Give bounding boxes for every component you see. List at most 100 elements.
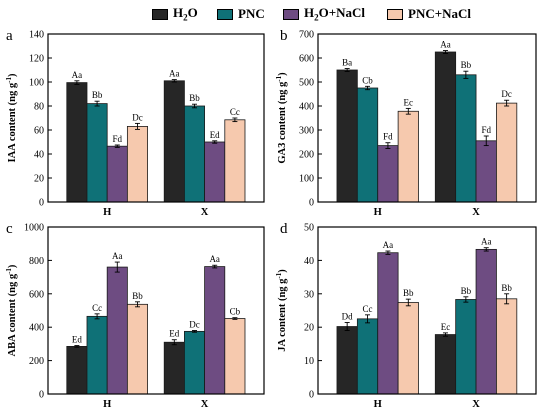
plot-frame bbox=[317, 33, 537, 203]
x-tick-label: X bbox=[472, 399, 480, 410]
x-tick-label: X bbox=[201, 207, 209, 218]
data-label: Fd bbox=[383, 132, 393, 142]
bar bbox=[184, 105, 206, 203]
bar bbox=[184, 330, 206, 395]
data-label: Cc bbox=[230, 107, 240, 117]
data-label: Fd bbox=[113, 134, 123, 144]
y-tick-label: 30 bbox=[304, 289, 314, 300]
bar bbox=[397, 110, 419, 203]
data-label: Ed bbox=[72, 335, 82, 345]
chart-panel-b: b 0 100 200 300 400 500 600 700 GA3 content (ng g… bbox=[275, 28, 537, 218]
bar bbox=[434, 334, 457, 395]
bar bbox=[86, 315, 108, 395]
bar bbox=[224, 119, 246, 203]
y-tick-label: 120 bbox=[29, 54, 44, 65]
bar bbox=[336, 69, 358, 203]
y-tick-label: 0 bbox=[309, 198, 314, 209]
y-tick-label: 200 bbox=[29, 356, 44, 367]
legend-item-pnc: PNC bbox=[217, 5, 265, 23]
legend-swatch-pnc bbox=[217, 8, 233, 20]
legend-swatch-h2o-nacl bbox=[283, 8, 299, 20]
data-label: Bb bbox=[132, 291, 143, 301]
bar bbox=[163, 80, 185, 203]
data-label: Dc bbox=[189, 320, 200, 330]
bar bbox=[224, 318, 246, 395]
y-tick-label: 600 bbox=[299, 54, 314, 65]
bar bbox=[336, 326, 358, 395]
y-tick-label: 700 bbox=[299, 30, 314, 41]
x-tick-label: H bbox=[103, 399, 111, 410]
bar bbox=[204, 141, 226, 203]
y-tick-label: 20 bbox=[34, 174, 44, 185]
y-axis-label: ABA content (ng g-1) bbox=[5, 264, 18, 356]
y-axis-label: JA content (ng g-1) bbox=[275, 269, 288, 352]
legend-label-h2o: H2O bbox=[173, 5, 198, 23]
panel-letter: d bbox=[280, 221, 288, 237]
y-tick-label: 0 bbox=[309, 390, 314, 401]
x-tick-label: H bbox=[374, 207, 382, 218]
y-tick-label: 0 bbox=[39, 390, 44, 401]
data-label: Dc bbox=[501, 89, 512, 99]
bar bbox=[397, 302, 419, 395]
plot-frame bbox=[47, 226, 265, 395]
data-label: Ed bbox=[210, 130, 220, 140]
data-label: Aa bbox=[112, 251, 123, 261]
panel-letter: a bbox=[6, 28, 13, 44]
bar bbox=[475, 140, 497, 203]
y-tick-label: 400 bbox=[299, 102, 314, 113]
data-label: Ba bbox=[342, 58, 352, 68]
y-tick-label: 60 bbox=[34, 126, 44, 137]
y-tick-label: 0 bbox=[39, 198, 44, 209]
x-tick-label: H bbox=[103, 207, 111, 218]
bar bbox=[106, 266, 128, 395]
data-label: Bb bbox=[403, 288, 414, 298]
data-label: Bb bbox=[461, 286, 472, 296]
bar bbox=[106, 145, 128, 203]
y-axis-label: GA3 content (ng g-1) bbox=[275, 72, 288, 164]
bar bbox=[455, 74, 477, 203]
bar bbox=[66, 346, 88, 395]
data-label: Ed bbox=[169, 329, 179, 339]
bar bbox=[496, 102, 518, 203]
data-label: Aa bbox=[383, 240, 394, 250]
data-label: Cc bbox=[92, 303, 102, 313]
legend-swatch-h2o bbox=[152, 8, 168, 20]
legend-swatch-pnc-nacl bbox=[387, 8, 403, 20]
chart-panel-a: a 0 20 40 60 80 100 120 140 IAA content (ng g-1) H… bbox=[5, 28, 265, 218]
legend-item-pnc-nacl: PNC+NaCl bbox=[387, 5, 471, 23]
legend-item-h2o-nacl: H2O+NaCl bbox=[283, 5, 365, 23]
y-axis-label: IAA content (ng g-1) bbox=[5, 73, 18, 162]
bar bbox=[377, 145, 399, 203]
data-label: Bb bbox=[92, 90, 103, 100]
data-label: Bb bbox=[501, 283, 512, 293]
y-tick-label: 50 bbox=[304, 223, 314, 234]
legend-label-h2o-nacl: H2O+NaCl bbox=[304, 5, 366, 23]
data-label: Dd bbox=[342, 312, 353, 322]
legend: H2O PNC H2O+NaCl PNC+NaCl bbox=[0, 5, 550, 23]
bar bbox=[126, 126, 148, 203]
x-tick-label: H bbox=[374, 399, 382, 410]
data-label: Cb bbox=[362, 75, 373, 85]
legend-item-h2o: H2O bbox=[152, 5, 198, 23]
y-tick-label: 600 bbox=[29, 289, 44, 300]
data-label: Aa bbox=[440, 40, 451, 50]
bar bbox=[356, 318, 379, 395]
y-tick-label: 400 bbox=[29, 323, 44, 334]
y-tick-label: 100 bbox=[299, 174, 314, 185]
bar bbox=[377, 252, 399, 395]
y-tick-label: 500 bbox=[299, 78, 314, 89]
data-label: Aa bbox=[72, 70, 83, 80]
y-tick-label: 100 bbox=[29, 78, 44, 89]
data-label: Aa bbox=[481, 237, 492, 247]
panel-letter: b bbox=[280, 28, 288, 44]
data-label: Ec bbox=[441, 322, 451, 332]
y-tick-label: 300 bbox=[299, 126, 314, 137]
bar bbox=[163, 341, 185, 395]
bar bbox=[455, 299, 477, 395]
y-tick-label: 1000 bbox=[24, 223, 44, 234]
x-tick-label: X bbox=[201, 399, 209, 410]
chart-panel-c: c 0 200 400 600 800 1000 ABA content (ng g-1) H E… bbox=[5, 221, 265, 410]
legend-label-pnc: PNC bbox=[238, 6, 265, 21]
bar bbox=[126, 303, 148, 395]
